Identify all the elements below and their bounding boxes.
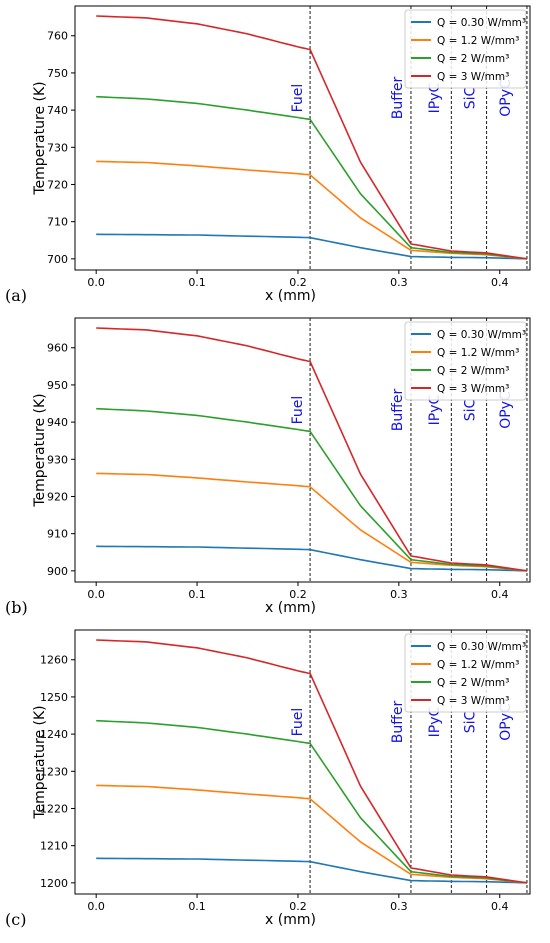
series-line <box>96 857 528 884</box>
x-tick-label: 0.0 <box>87 276 105 289</box>
chart-panel-a: Fuel Buffer IPyC SiC OPyC 0.0 0.1 0.2 0.3 0.4 700 7… <box>0 0 550 305</box>
legend-entry: Q = 2 W/mm³ <box>437 365 509 377</box>
y-tick-label: 950 <box>47 379 68 392</box>
y-axis-label: Temperature (K) <box>32 81 48 195</box>
legend-entry: Q = 0.30 W/mm³ <box>437 329 526 341</box>
panel-label: (a) <box>5 286 28 305</box>
x-tick-label: 0.3 <box>390 900 408 913</box>
y-axis-label: Temperature (K) <box>32 393 48 507</box>
legend-box <box>404 633 527 713</box>
x-axis-label: x (mm) <box>265 912 316 928</box>
x-tick-label: 0.1 <box>188 276 206 289</box>
x-tick-label: 0.0 <box>87 900 105 913</box>
y-tick-label: 720 <box>47 178 68 191</box>
y-tick-label: 1220 <box>40 802 68 815</box>
region-label: SiC <box>462 711 478 734</box>
region-label: IPyC <box>427 706 443 737</box>
chart-panel-c: Fuel Buffer IPyC SiC OPyC 0.0 0.1 0.2 0.3 0.4 1200… <box>0 624 550 929</box>
region-label: SiC <box>462 87 478 110</box>
legend-entry: Q = 2 W/mm³ <box>437 53 509 65</box>
region-label: IPyC <box>427 394 443 425</box>
x-tick-label: 0.4 <box>491 900 509 913</box>
series-line <box>96 327 528 572</box>
y-tick-label: 1260 <box>40 654 68 667</box>
y-tick-label: 1210 <box>40 840 68 853</box>
series-line <box>96 95 528 260</box>
x-axis-label: x (mm) <box>265 600 316 616</box>
panel-label: (b) <box>5 598 28 617</box>
series-line <box>96 719 528 884</box>
x-tick-label: 0.2 <box>289 900 307 913</box>
y-tick-label: 1230 <box>40 765 68 778</box>
plot-frame <box>74 317 531 583</box>
plot-frame <box>74 629 531 895</box>
chart-panel-b: Fuel Buffer IPyC SiC OPyC 0.0 0.1 0.2 0.3 0.4 900 9… <box>0 312 550 617</box>
region-label: Buffer <box>390 77 406 120</box>
x-tick-label: 0.1 <box>188 900 206 913</box>
legend-entry: Q = 1.2 W/mm³ <box>437 659 519 671</box>
legend-entry: Q = 0.30 W/mm³ <box>437 17 526 29</box>
x-tick-label: 0.2 <box>289 276 307 289</box>
y-tick-label: 740 <box>47 104 68 117</box>
y-tick-label: 730 <box>47 141 68 154</box>
y-tick-label: 750 <box>47 67 68 80</box>
x-tick-label: 0.0 <box>87 588 105 601</box>
y-tick-label: 1200 <box>40 877 68 890</box>
series-line <box>96 15 528 260</box>
series-line <box>96 784 528 884</box>
y-tick-label: 930 <box>47 453 68 466</box>
legend-entry: Q = 1.2 W/mm³ <box>437 35 519 47</box>
y-tick-label: 900 <box>47 565 68 578</box>
legend-box <box>404 9 527 89</box>
panel-label: (c) <box>5 910 27 929</box>
region-label: Buffer <box>390 701 406 744</box>
series-line <box>96 407 528 572</box>
y-tick-label: 920 <box>47 490 68 503</box>
legend-entry: Q = 3 W/mm³ <box>437 71 509 83</box>
y-tick-label: 700 <box>47 253 68 266</box>
series-line <box>96 472 528 572</box>
y-tick-label: 710 <box>47 216 68 229</box>
region-label: Fuel <box>290 84 306 113</box>
x-tick-label: 0.3 <box>390 588 408 601</box>
x-tick-label: 0.2 <box>289 588 307 601</box>
legend-entry: Q = 3 W/mm³ <box>437 695 509 707</box>
x-tick-label: 0.4 <box>491 276 509 289</box>
legend-entry: Q = 3 W/mm³ <box>437 383 509 395</box>
y-tick-label: 1240 <box>40 728 68 741</box>
y-tick-label: 910 <box>47 528 68 541</box>
legend-entry: Q = 2 W/mm³ <box>437 677 509 689</box>
legend-entry: Q = 0.30 W/mm³ <box>437 641 526 653</box>
x-tick-label: 0.1 <box>188 588 206 601</box>
y-tick-label: 1250 <box>40 691 68 704</box>
region-label: SiC <box>462 399 478 422</box>
legend-entry: Q = 1.2 W/mm³ <box>437 347 519 359</box>
region-label: Fuel <box>290 708 306 737</box>
x-axis-label: x (mm) <box>265 288 316 304</box>
y-tick-label: 760 <box>47 30 68 43</box>
region-label: Fuel <box>290 396 306 425</box>
series-line <box>96 545 528 572</box>
plot-frame <box>74 5 531 271</box>
region-label: Buffer <box>390 389 406 432</box>
series-line <box>96 160 528 260</box>
y-axis-label: Temperature (K) <box>32 705 48 819</box>
x-tick-label: 0.4 <box>491 588 509 601</box>
y-tick-label: 960 <box>47 342 68 355</box>
region-label: IPyC <box>427 82 443 113</box>
y-tick-label: 940 <box>47 416 68 429</box>
legend-box <box>404 321 527 401</box>
series-line <box>96 639 528 884</box>
series-line <box>96 233 528 260</box>
x-tick-label: 0.3 <box>390 276 408 289</box>
